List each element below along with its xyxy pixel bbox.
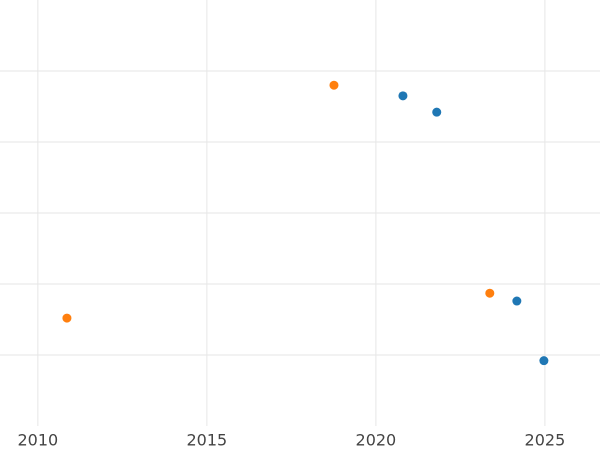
- point: [512, 296, 522, 306]
- point: [485, 288, 495, 298]
- point: [539, 356, 549, 366]
- x-tick-label: 2015: [187, 431, 228, 450]
- point: [432, 107, 442, 117]
- point: [62, 313, 72, 323]
- point: [398, 91, 408, 101]
- x-tick-label: 2025: [525, 431, 566, 450]
- point: [329, 80, 339, 90]
- x-tick-label: 2010: [17, 431, 58, 450]
- x-tick-label: 2020: [356, 431, 397, 450]
